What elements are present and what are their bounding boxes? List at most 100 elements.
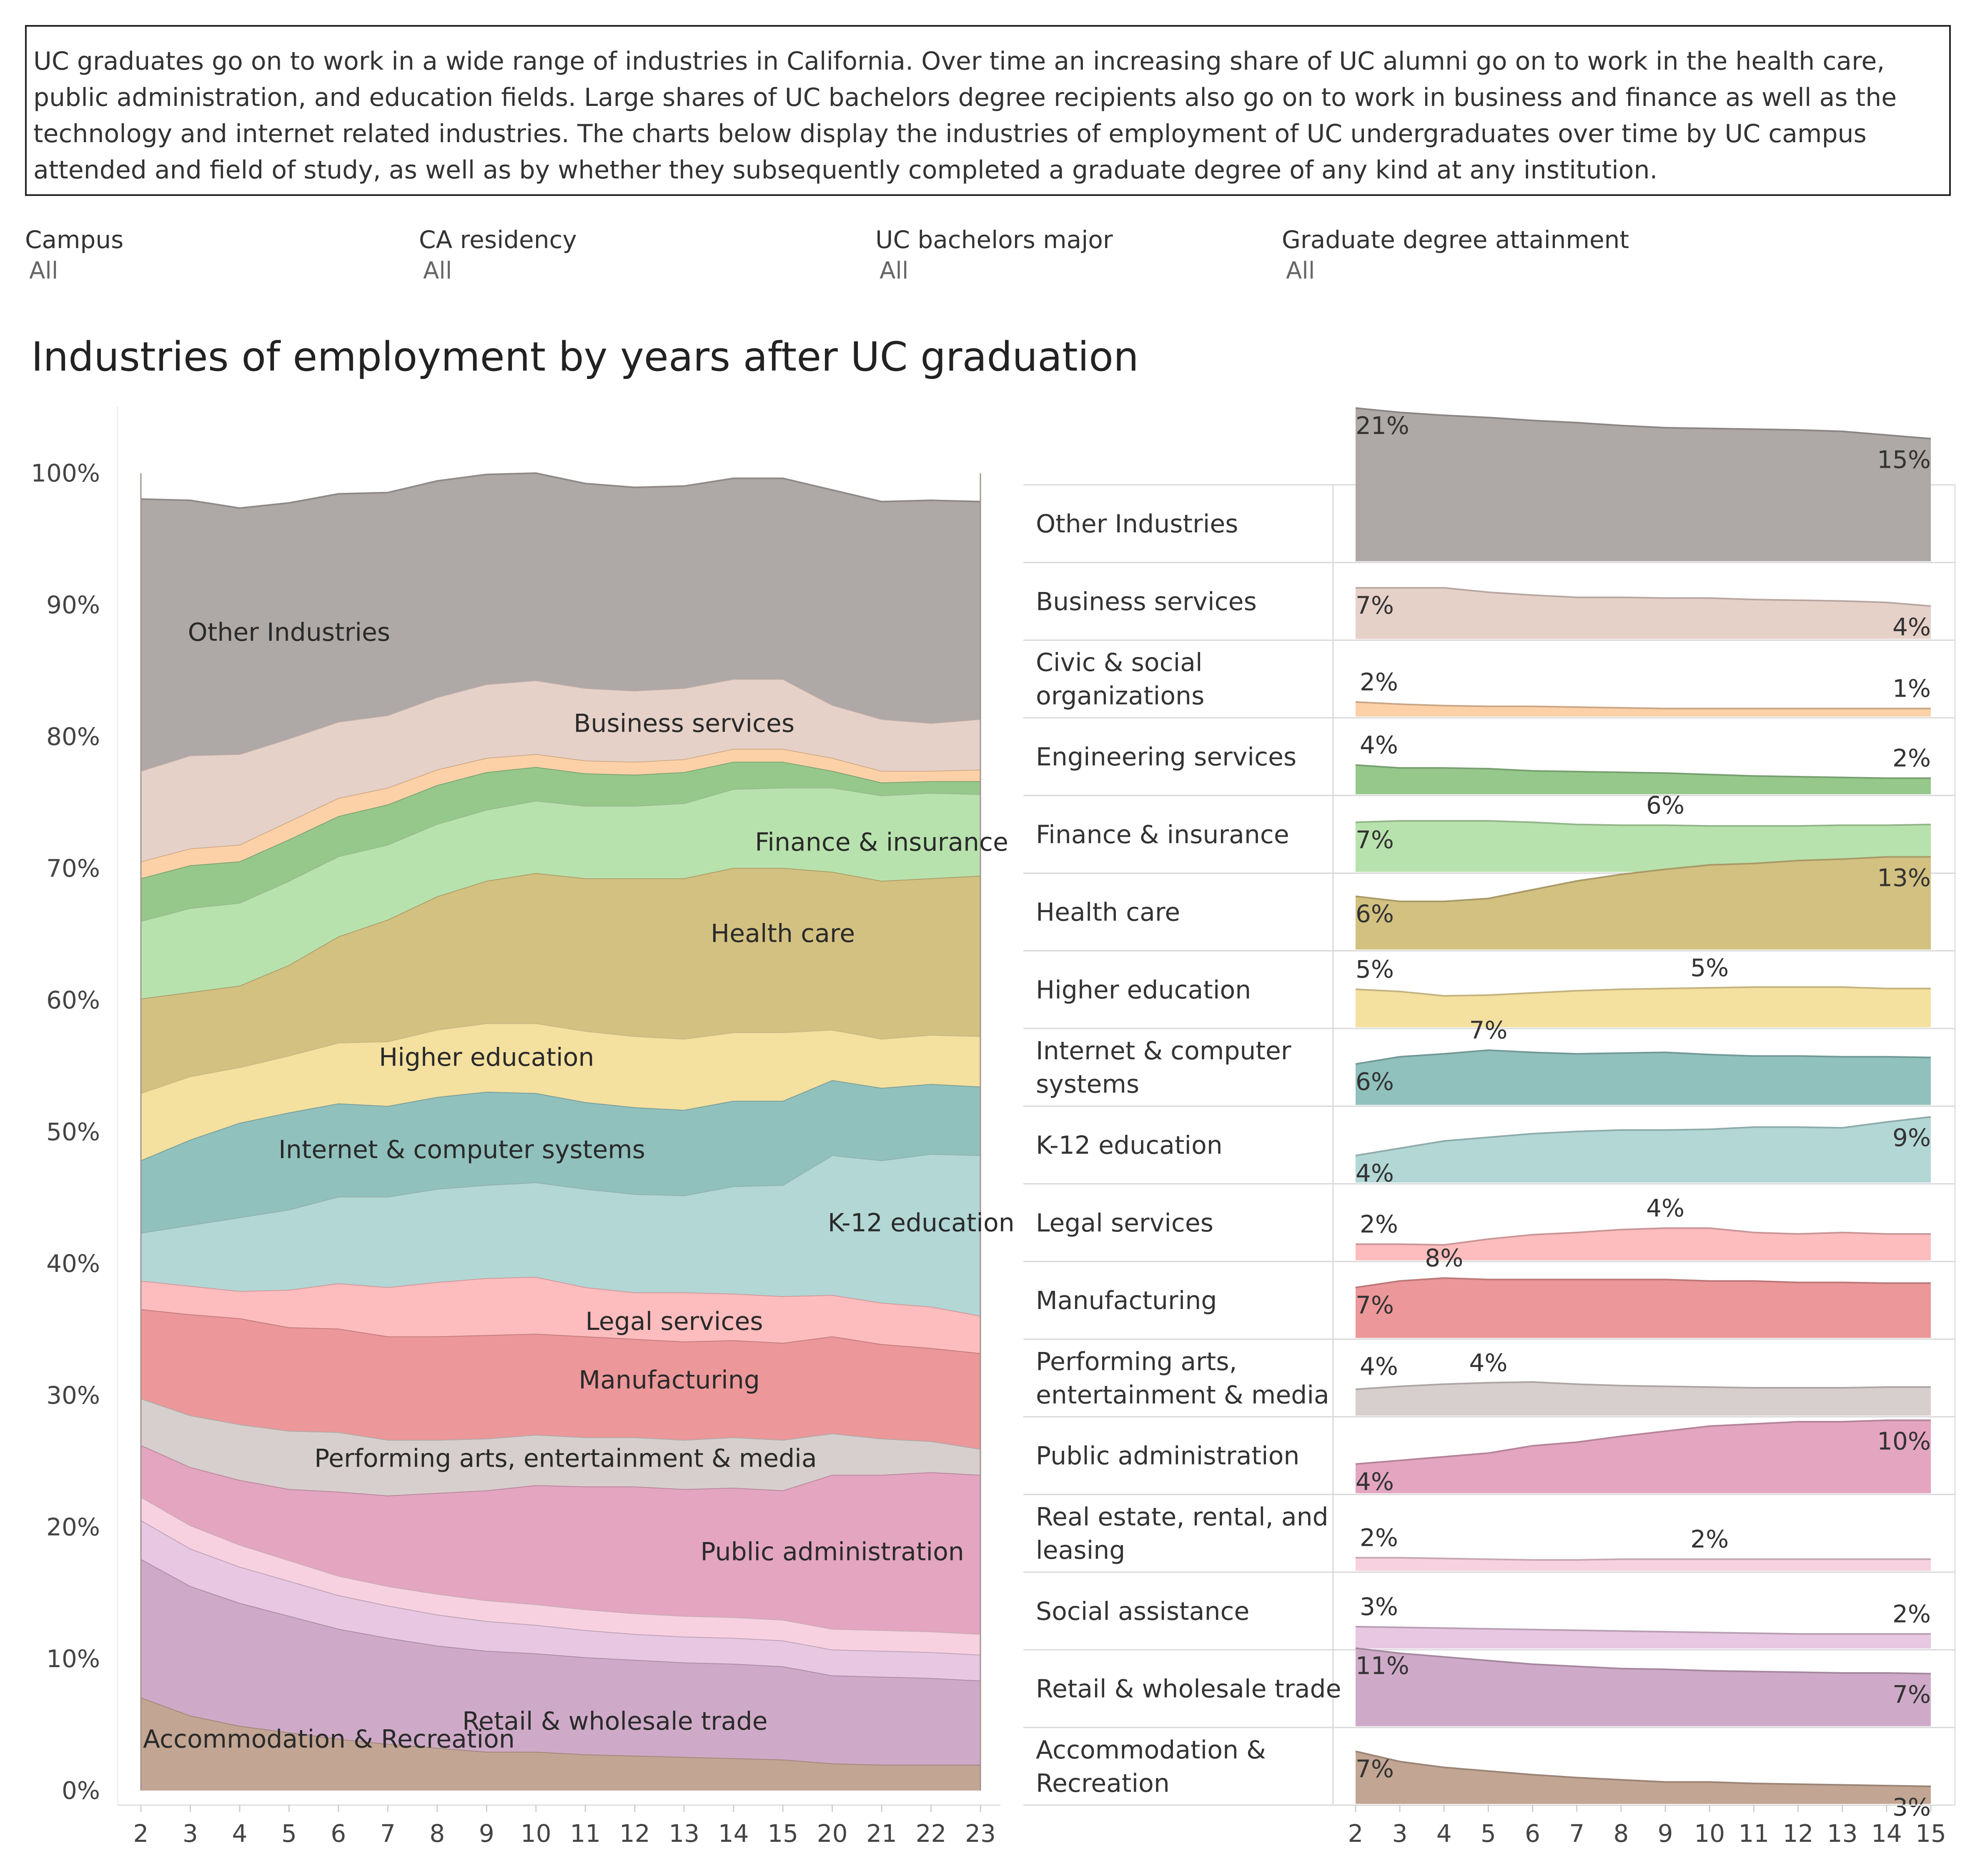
filter-campus-value[interactable]: All [29, 257, 58, 284]
y-tick-label: 70% [46, 854, 100, 883]
row-health-care: Health care 6% 13% [1023, 856, 1955, 950]
area-label-higher-education: Higher education [379, 1043, 594, 1072]
row-label: entertainment & media [1036, 1380, 1329, 1410]
x-tick-label: 8 [1613, 1819, 1629, 1848]
filter-ca-residency-value[interactable]: All [423, 257, 452, 284]
sparkline-area-accommodation-recreation[interactable] [1356, 1751, 1931, 1804]
area-health-care[interactable] [141, 868, 980, 1093]
first-value-label: 3% [1360, 1593, 1398, 1621]
area-edge-engineering-services [140, 761, 980, 879]
last-value-label: 13% [1877, 864, 1931, 892]
row-real-estate-rental-and-leasing: Real estate, rental, and leasing 2% 2% [1023, 1494, 1955, 1571]
y-tick-label: 0% [62, 1776, 100, 1805]
sparkline-edge [1355, 1647, 1931, 1675]
area-label-manufacturing: Manufacturing [579, 1365, 759, 1394]
area-label-business-services: Business services [574, 709, 795, 738]
area-manufacturing[interactable] [141, 1309, 980, 1449]
x-tick-label: 9 [479, 1819, 494, 1848]
sparkline-area-manufacturing[interactable] [1356, 1278, 1931, 1338]
filter-graduate-degree[interactable]: Graduate degree attainment All [1282, 223, 1629, 284]
x-tick-label: 12 [1783, 1819, 1814, 1848]
sparkline-area-real-estate-rental-and-leasing[interactable] [1356, 1557, 1931, 1571]
x-tick-label: 11 [570, 1819, 601, 1848]
row-label: Accommodation & [1036, 1736, 1266, 1765]
area-real-estate-rental-and-leasing[interactable] [141, 1497, 980, 1655]
x-tick-label: 8 [429, 1819, 445, 1848]
stacked-area-chart: 0%10%20%30%40%50%60%70%80%90%100%2 3 4 5 6 7 8… [31, 406, 1015, 1848]
row-label: Public administration [1036, 1442, 1299, 1471]
row-manufacturing: Manufacturing 7% 8% [1023, 1244, 1955, 1338]
area-engineering-services[interactable] [141, 762, 980, 921]
row-label: Business services [1036, 587, 1257, 616]
area-public-administration[interactable] [141, 1445, 980, 1634]
x-tick-label: 9 [1658, 1819, 1673, 1848]
last-value-label: 9% [1892, 1124, 1931, 1152]
x-tick-label: 13 [669, 1819, 699, 1848]
area-accommodation-recreation[interactable] [141, 1697, 980, 1791]
x-tick-label: 6 [1525, 1819, 1540, 1848]
sparkline-area-higher-education[interactable] [1356, 987, 1931, 1028]
last-value-label: 1% [1892, 675, 1931, 703]
sparkline-area-health-care[interactable] [1356, 857, 1931, 950]
x-tick-label: 23 [965, 1819, 996, 1848]
y-tick-label: 90% [46, 591, 100, 619]
last-value-label: 2% [1892, 744, 1931, 772]
filter-major[interactable]: UC bachelors major All [875, 223, 1113, 284]
sparkline-area-civic-social-organizations[interactable] [1356, 702, 1931, 717]
y-tick-label: 20% [46, 1513, 100, 1541]
sparkline-area-finance-insurance[interactable] [1356, 820, 1931, 872]
area-other-industries[interactable] [141, 473, 980, 771]
mid-value-label: 2% [1690, 1525, 1729, 1553]
row-label: Higher education [1036, 976, 1251, 1005]
sparkline-area-other-industries[interactable] [1356, 408, 1931, 562]
filter-ca-residency-label: CA residency [419, 226, 577, 254]
sparkline-area-internet-computer-systems[interactable] [1356, 1050, 1931, 1105]
filter-major-label: UC bachelors major [875, 226, 1113, 254]
x-tick-label: 7 [1569, 1819, 1584, 1848]
row-label: Finance & insurance [1036, 820, 1289, 849]
filter-major-value[interactable]: All [880, 257, 909, 284]
area-business-services[interactable] [141, 679, 980, 862]
sparkline-area-legal-services[interactable] [1356, 1228, 1931, 1260]
x-tick-label: 20 [817, 1819, 848, 1848]
area-retail-wholesale-trade[interactable] [141, 1559, 980, 1765]
row-label: leasing [1036, 1536, 1125, 1565]
sparkline-edge [1355, 407, 1931, 440]
y-tick-label: 30% [46, 1381, 100, 1410]
sparkline-area-business-services[interactable] [1356, 588, 1931, 639]
sparkline-area-social-assistance[interactable] [1356, 1626, 1931, 1649]
first-value-label: 6% [1356, 900, 1394, 928]
row-performing-arts-entertainment-media: Performing arts, entertainment & media 4% 4… [1023, 1338, 1955, 1416]
row-civic-social-organizations: Civic & social organizations 2% 1% [1023, 640, 1955, 717]
x-tick-label: 3 [183, 1819, 198, 1848]
area-higher-education[interactable] [141, 1023, 980, 1161]
filter-ca-residency[interactable]: CA residency All [419, 223, 577, 284]
sparkline-edge [1355, 1751, 1931, 1787]
area-civic-social-organizations[interactable] [141, 749, 980, 878]
sparkline-area-performing-arts-entertainment-media[interactable] [1356, 1382, 1931, 1416]
sparkline-area-engineering-services[interactable] [1356, 765, 1931, 795]
first-value-label: 7% [1356, 825, 1394, 854]
area-label-retail-wholesale-trade: Retail & wholesale trade [462, 1707, 768, 1736]
area-k-12-education[interactable] [141, 1154, 980, 1316]
sparkline-area-retail-wholesale-trade[interactable] [1356, 1648, 1931, 1726]
area-internet-computer-systems[interactable] [141, 1080, 980, 1233]
row-label: Engineering services [1036, 742, 1296, 772]
x-tick-label: 14 [1871, 1819, 1902, 1848]
x-tick-label: 2 [1348, 1819, 1363, 1848]
filter-campus[interactable]: Campus All [25, 223, 123, 284]
y-tick-label: 60% [46, 986, 100, 1014]
area-performing-arts-entertainment-media[interactable] [141, 1398, 980, 1496]
first-value-label: 7% [1356, 591, 1394, 619]
x-tick-label: 10 [1694, 1819, 1725, 1848]
row-label: Social assistance [1036, 1597, 1249, 1626]
area-finance-insurance[interactable] [141, 788, 980, 999]
sparkline-area-public-administration[interactable] [1356, 1420, 1931, 1493]
area-label-internet-computer-systems: Internet & computer systems [278, 1135, 645, 1164]
first-value-label: 4% [1356, 1159, 1394, 1187]
sparkline-area-k-12-education[interactable] [1356, 1117, 1931, 1183]
area-edge-other-industries [140, 472, 981, 509]
filter-graduate-degree-value[interactable]: All [1286, 257, 1315, 284]
sparkline-edge [1355, 1277, 1931, 1289]
x-tick-label: 4 [1436, 1819, 1452, 1848]
